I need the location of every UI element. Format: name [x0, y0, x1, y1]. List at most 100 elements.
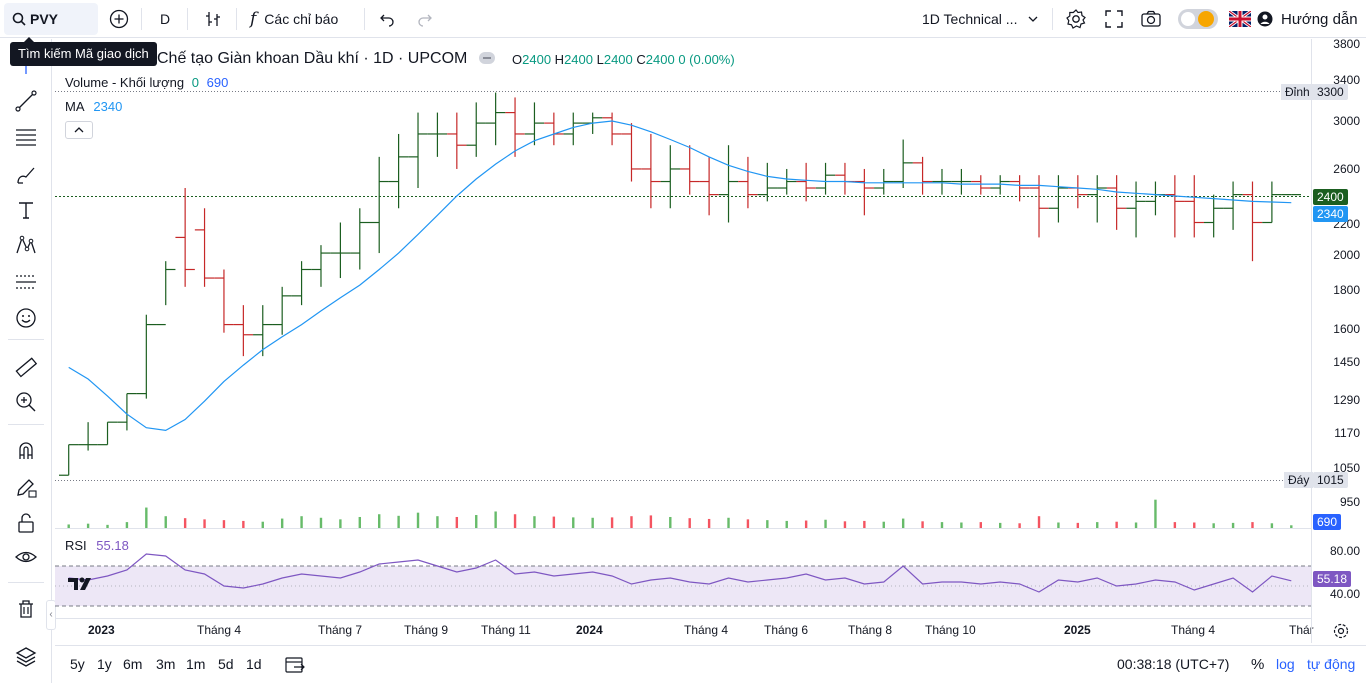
- volume-bar: [707, 518, 711, 528]
- price-tick: 2600: [1333, 162, 1360, 176]
- icon-tool[interactable]: [10, 302, 42, 334]
- price-tick: 3800: [1333, 37, 1360, 51]
- measure-lines-icon: [16, 275, 36, 289]
- volume-bar: [766, 520, 769, 528]
- redo-button[interactable]: [416, 0, 434, 38]
- chart-legend-title[interactable]: Chế tạo Giàn khoan Dầu khí · 1D · UPCOM: [157, 50, 467, 68]
- lock-drawing-tool[interactable]: [10, 471, 42, 503]
- unlock-icon: [18, 513, 34, 533]
- price-tick: 2000: [1333, 248, 1360, 262]
- volume-bar: [436, 516, 439, 528]
- uk-flag-icon: [1229, 11, 1251, 27]
- symbol-search-button[interactable]: PVY: [4, 3, 98, 35]
- text-icon: [19, 202, 33, 219]
- lock-all-tool[interactable]: [10, 507, 42, 539]
- timezone-clock[interactable]: 00:38:18 (UTC+7): [1117, 656, 1230, 672]
- change-value: 0 (0.00%): [678, 52, 735, 67]
- volume-bar: [1057, 522, 1060, 528]
- pattern-tool[interactable]: [10, 229, 42, 261]
- compare-symbol-button[interactable]: [108, 0, 130, 38]
- search-icon: [12, 12, 26, 26]
- volume-bar: [533, 516, 536, 528]
- volume-bar: [1115, 521, 1118, 528]
- toolbar-divider: [364, 8, 365, 30]
- volume-bar: [378, 514, 381, 528]
- range-button-1[interactable]: 1y: [97, 656, 112, 672]
- volume-bar: [921, 521, 924, 528]
- range-button-3[interactable]: 3m: [156, 656, 176, 672]
- volume-bar: [319, 517, 323, 528]
- time-tick: Tháng 4: [684, 623, 729, 637]
- chart-area[interactable]: Chế tạo Giàn khoan Dầu khí · 1D · UPCOM …: [55, 39, 1314, 643]
- price-scale[interactable]: 3800 3400 3000 2600 2200 2000 1800 1600 …: [1311, 37, 1366, 643]
- pattern-icon: [16, 235, 36, 254]
- high-value: 2400: [564, 52, 593, 67]
- trend-line-tool[interactable]: [10, 85, 42, 117]
- toolbar-divider: [236, 8, 237, 30]
- low-marker-label: Đáy: [1284, 472, 1314, 488]
- toolbar-divider: [8, 339, 44, 340]
- volume-bar: [746, 519, 750, 528]
- volume-label: Volume - Khối lượng: [65, 75, 185, 90]
- rsi-tag: 55.18: [1313, 571, 1352, 587]
- snapshot-button[interactable]: [1140, 0, 1162, 38]
- ruler-tool[interactable]: [10, 351, 42, 383]
- toolbar-collapse-handle[interactable]: ‹: [46, 600, 56, 630]
- time-tick: 2023: [88, 623, 115, 637]
- price-tick: 1170: [1334, 426, 1360, 440]
- volume-bar: [630, 516, 633, 528]
- time-tick: Thár: [1289, 623, 1314, 637]
- percent-scale-button[interactable]: %: [1251, 656, 1265, 673]
- tradingview-logo[interactable]: [67, 575, 97, 598]
- layout-menu-button[interactable]: 1D Technical ...: [922, 0, 1039, 38]
- toolbar-divider: [187, 8, 188, 30]
- auto-scale-button[interactable]: tự động: [1307, 656, 1356, 672]
- gear-icon: [1333, 623, 1349, 639]
- volume-bar: [552, 516, 556, 528]
- volume-bar: [727, 517, 730, 528]
- log-scale-button[interactable]: log: [1276, 656, 1295, 672]
- volume-bar: [901, 518, 905, 528]
- goto-date-button[interactable]: [284, 654, 306, 677]
- open-value: 2400: [522, 52, 552, 67]
- text-tool[interactable]: [10, 194, 42, 226]
- volume-bar: [882, 521, 885, 528]
- range-button-4[interactable]: 1m: [186, 656, 206, 672]
- drawing-toolbar: [0, 39, 52, 683]
- undo-button[interactable]: [378, 0, 396, 38]
- volume-bar: [1096, 522, 1099, 528]
- hide-drawings-tool[interactable]: [10, 541, 42, 573]
- fullscreen-button[interactable]: [1104, 0, 1124, 38]
- range-button-0[interactable]: 5y: [70, 656, 85, 672]
- language-button[interactable]: [1229, 0, 1251, 38]
- range-button-2[interactable]: 6m: [123, 656, 143, 672]
- interval-button[interactable]: D: [160, 11, 171, 27]
- collapse-legend-button[interactable]: [65, 121, 93, 139]
- chart-type-button[interactable]: [202, 0, 224, 38]
- time-axis-settings-button[interactable]: [1332, 622, 1350, 645]
- range-button-6[interactable]: 1d: [246, 656, 262, 672]
- indicators-button[interactable]: f Các chỉ báo: [250, 0, 338, 38]
- ma-legend[interactable]: MA 2340: [65, 99, 122, 114]
- settings-button[interactable]: [1065, 0, 1087, 38]
- volume-legend[interactable]: Volume - Khối lượng 0 690: [65, 75, 228, 90]
- toolbar-divider: [8, 424, 44, 425]
- prediction-tool[interactable]: [10, 266, 42, 298]
- open-label: O: [512, 52, 523, 67]
- toolbar-divider: [1052, 8, 1053, 30]
- remove-drawings-button[interactable]: [10, 593, 42, 625]
- market-status-icon[interactable]: [479, 51, 495, 64]
- time-tick: Tháng 8: [848, 623, 893, 637]
- time-tick: Tháng 9: [404, 623, 449, 637]
- guide-button[interactable]: Hướng dẫn: [1257, 0, 1358, 38]
- object-tree-button[interactable]: [10, 641, 42, 673]
- volume-bar: [1193, 522, 1196, 528]
- range-button-5[interactable]: 5d: [218, 656, 234, 672]
- fib-tool[interactable]: [10, 121, 42, 153]
- magnet-tool[interactable]: [10, 435, 42, 467]
- zoom-tool[interactable]: [10, 386, 42, 418]
- volume-bar: [86, 523, 90, 528]
- brush-tool[interactable]: [10, 159, 42, 191]
- rsi-legend[interactable]: RSI 55.18: [65, 538, 129, 553]
- theme-toggle[interactable]: [1178, 9, 1218, 29]
